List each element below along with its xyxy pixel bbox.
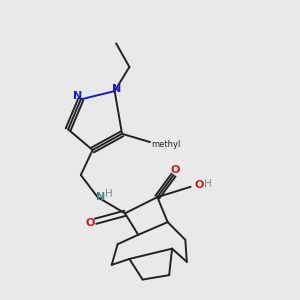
Text: N: N	[112, 84, 121, 94]
Text: N: N	[73, 92, 83, 101]
Text: O: O	[194, 180, 204, 190]
Text: H: H	[204, 179, 212, 189]
Text: H: H	[106, 189, 113, 199]
Text: O: O	[170, 165, 180, 175]
Text: O: O	[85, 218, 95, 228]
Text: N: N	[97, 191, 106, 202]
Text: methyl: methyl	[152, 140, 181, 149]
